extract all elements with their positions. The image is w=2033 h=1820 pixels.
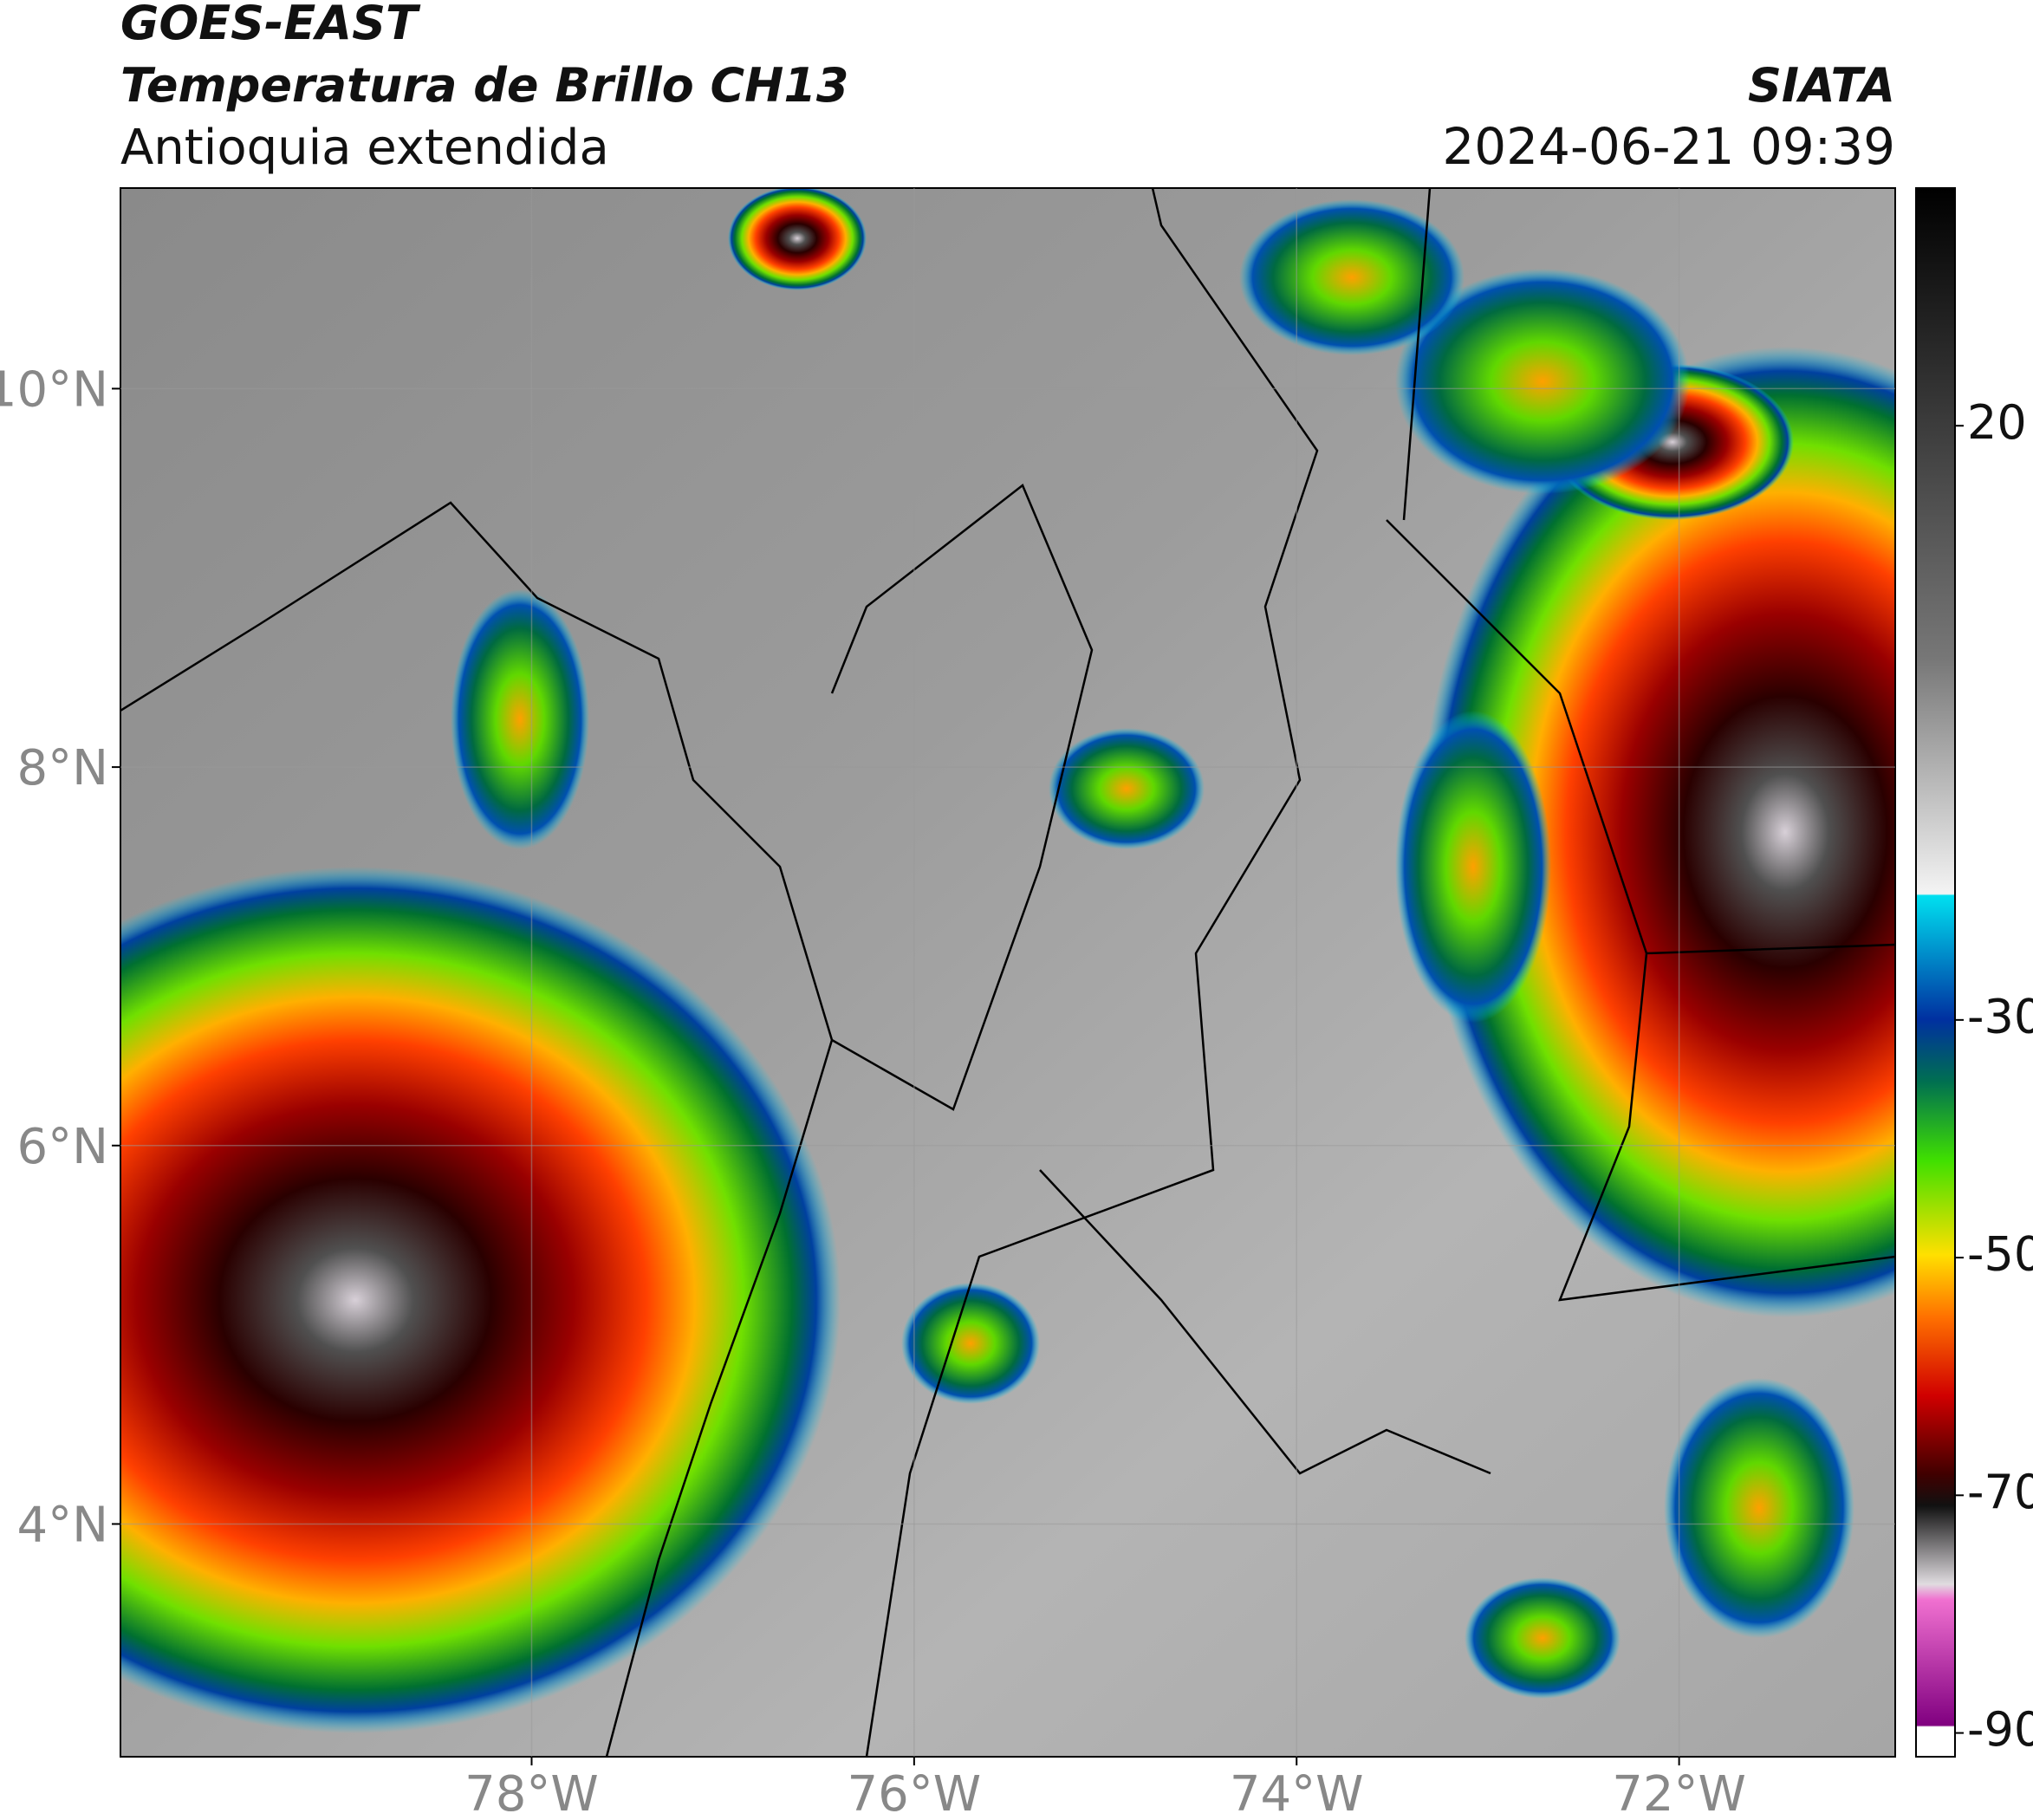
map-frame xyxy=(120,187,1896,1758)
datetime: 2024-06-21 09:39 xyxy=(1442,117,1895,176)
lon-tick-label: 72°W xyxy=(1612,1766,1746,1820)
lat-tick-label: 4°N xyxy=(16,1497,108,1553)
title: GOES-EAST xyxy=(120,0,421,50)
colorbar-tick-label: 20 xyxy=(1967,395,2027,450)
source: SIATA xyxy=(1748,58,1895,113)
lat-tick-label: 10°N xyxy=(0,361,108,418)
colorbar-tick-label: -50 xyxy=(1967,1227,2033,1282)
lon-tick-label: 76°W xyxy=(848,1766,982,1820)
lat-tick-label: 6°N xyxy=(16,1119,108,1175)
lon-tick-label: 78°W xyxy=(464,1766,599,1820)
subtitle: Temperatura de Brillo CH13 xyxy=(120,58,849,113)
lat-tick-label: 8°N xyxy=(16,740,108,796)
lon-tick-label: 74°W xyxy=(1230,1766,1364,1820)
map-imagery xyxy=(120,188,1895,1757)
colorbar xyxy=(1915,187,1956,1758)
colorbar-tick-label: -90 xyxy=(1967,1702,2033,1757)
region: Antioquia extendida xyxy=(120,120,609,176)
colorbar-tick-label: -70 xyxy=(1967,1465,2033,1519)
colorbar-tick-label: -30 xyxy=(1967,989,2033,1043)
